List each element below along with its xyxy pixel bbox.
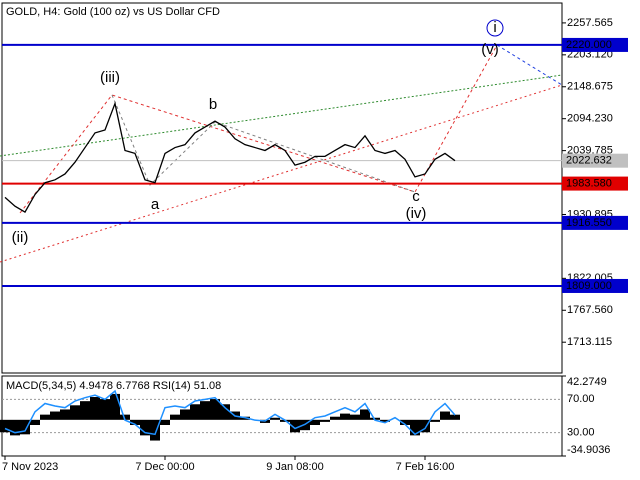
macd-bar [440, 411, 450, 420]
macd-bar [190, 404, 200, 420]
sub-pane [1, 375, 563, 457]
macd-bar [410, 419, 420, 436]
macd-bar [270, 417, 280, 420]
level-box [562, 278, 628, 293]
y2-tick-label: 30.00 [567, 427, 595, 439]
macd-bar [360, 409, 370, 420]
blue-projection [496, 44, 563, 86]
x-tick-label: 7 Feb 16:00 [396, 461, 455, 473]
wave-path [19, 44, 498, 214]
y-tick-label: 2257.565 [567, 17, 613, 29]
macd-bar [400, 419, 410, 426]
x-tick-label: 7 Dec 00:00 [135, 461, 194, 473]
rsi-line [4, 389, 456, 436]
macd-bar [130, 419, 140, 426]
macd-bar [10, 419, 20, 436]
macd-bar [0, 419, 10, 433]
macd-bar [210, 399, 220, 420]
macd-bar [100, 399, 110, 420]
level-label: 1809.000 [566, 280, 612, 292]
macd-bar [310, 419, 320, 426]
annotation: i [493, 19, 496, 36]
level-box [562, 215, 628, 230]
macd-bar [450, 414, 460, 420]
channel-green [0, 74, 563, 157]
macd-bar [160, 419, 170, 426]
y-tick-label: 42.2749 [567, 376, 607, 388]
macd-bar [220, 404, 230, 420]
level-label: 2220.000 [566, 39, 612, 51]
annotation: (ii) [12, 229, 29, 246]
macd-bar [140, 419, 150, 436]
annotation: b [209, 96, 217, 113]
y-tick-label: 1713.115 [567, 336, 612, 348]
y-tick-label: 2094.230 [567, 113, 613, 125]
macd-bar [80, 401, 90, 420]
macd-bar [430, 419, 440, 422]
channel-red [0, 84, 563, 263]
y-tick-label: -34.9036 [567, 444, 610, 456]
level-label: 2022.632 [566, 155, 612, 167]
macd-bar [180, 409, 190, 420]
macd-bar [50, 411, 60, 420]
macd-bar [380, 419, 390, 422]
y-tick-label: 2039.785 [567, 145, 613, 157]
sub-title: MACD(5,34,5) 4.9478 6.7768 RSI(14) 51.08 [6, 380, 221, 392]
x-tick-label: 7 Nov 2023 [2, 461, 58, 473]
level-label: 1916.550 [566, 217, 612, 229]
macd-bar [330, 416, 340, 420]
annotation-circle [486, 19, 504, 37]
y-tick-label: 1767.560 [567, 304, 613, 316]
macd-bar [340, 413, 350, 420]
y-tick-label: 2148.675 [567, 81, 613, 93]
annotation: (iv) [406, 205, 427, 222]
macd-bar [20, 419, 30, 435]
macd-bar [170, 414, 180, 420]
level-label: 1983.580 [566, 177, 612, 189]
macd-bar [90, 397, 100, 420]
annotation: a [151, 196, 160, 213]
macd-bar [290, 419, 300, 433]
macd-bar [70, 405, 80, 420]
annotation: (iii) [100, 69, 120, 86]
x-tick-label: 9 Jan 08:00 [266, 461, 324, 473]
level-box [562, 37, 628, 52]
annotation: (v) [481, 41, 499, 58]
chart-title: GOLD, H4: Gold (100 oz) vs US Dollar CFD [6, 6, 220, 18]
level-box [562, 176, 628, 191]
macd-bar [120, 414, 130, 420]
price-line [4, 101, 456, 213]
annotation: c [412, 188, 420, 205]
macd-bar [110, 393, 120, 420]
macd-bar [350, 414, 360, 420]
macd-bar [60, 409, 70, 420]
macd-bar [200, 401, 210, 420]
macd-bar [150, 419, 160, 441]
macd-bar [320, 419, 330, 422]
macd-bar [420, 419, 430, 433]
macd-bar [40, 414, 50, 420]
macd-bar [30, 419, 40, 426]
y2-tick-label: 70.00 [567, 393, 595, 405]
level-box [562, 153, 628, 168]
